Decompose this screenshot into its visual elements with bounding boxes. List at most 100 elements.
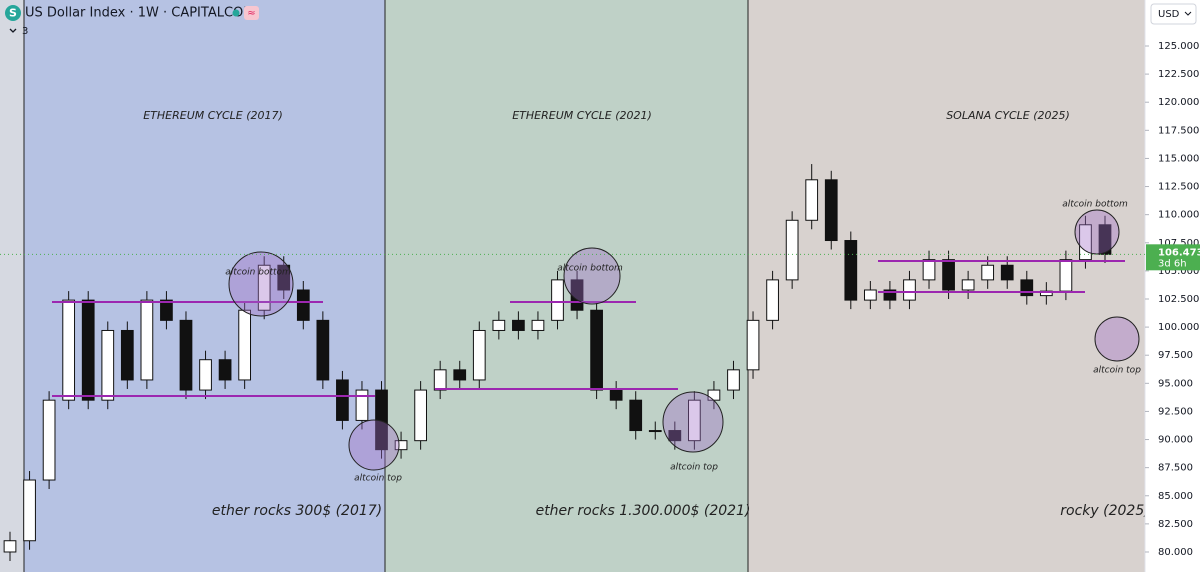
y-tick-label: 117.500 [1158,125,1199,136]
candle-body [238,309,252,381]
delay-icon: ≈ [247,8,255,19]
candle-body [1059,259,1073,292]
annotations: ETHEREUM CYCLE (2017) ETHEREUM CYCLE (202… [143,109,1149,519]
annotation: ETHEREUM CYCLE (2021) [512,109,652,122]
candle-body [844,240,858,301]
y-tick-label: 102.500 [1158,294,1199,305]
candle-body [512,319,525,331]
y-tick-label: 82.500 [1158,519,1193,530]
dropdown-arrow [1184,11,1192,16]
candle-body [668,430,682,442]
candle-body [42,399,56,481]
candle-body [903,279,916,301]
candle-body [629,399,643,432]
y-tick-label: 85.000 [1158,491,1193,502]
candle-body [688,399,701,442]
annotation: ether rocks 300$ (2017) [212,503,382,519]
y-tick-label: 120.000 [1158,97,1199,108]
price-axis [1145,0,1200,572]
y-tick-label: 105.000 [1158,266,1199,277]
annotation: ETHEREUM CYCLE (2017) [143,109,283,122]
candle-body [551,279,564,321]
candle-body [942,259,955,291]
y-tick-label: 90.000 [1158,435,1193,446]
candle-body [981,264,995,281]
candle-body [179,319,193,391]
candle-body [1020,279,1034,297]
candle-body [336,379,349,421]
annotation: altcoin top [670,463,718,473]
highlight-circle [1094,316,1140,362]
chart-title: US Dollar Index · 1W · CAPITALCOM [25,6,254,21]
y-tick-label: 107.500 [1158,238,1199,249]
highlight-circle [1074,209,1120,255]
candle-body [805,179,819,221]
y-tick-label: 110.000 [1158,210,1199,221]
candle-body [160,299,173,321]
drawn-levels [52,260,1125,397]
candle-body [727,369,740,391]
candle-body [1079,224,1092,261]
y-tick-label: 112.500 [1158,182,1199,193]
candle-body [316,319,330,381]
y-tick-label: 100.000 [1158,322,1199,333]
price-tag [1146,244,1200,271]
candle-body [277,264,291,291]
symbol-logo-letter: S [9,7,17,20]
candle-body [433,369,447,391]
annotation: altcoin top [354,474,402,484]
highlight-circles [228,209,1140,471]
highlight-circle [228,251,294,317]
candle-body [785,219,799,281]
y-tick-label: 87.500 [1158,463,1193,474]
cycle-2017-region [24,0,385,572]
candle-body [883,289,897,301]
candle-body [766,279,779,321]
symbol-logo [5,5,21,21]
highlight-circle [348,419,400,471]
y-tick-label: 97.500 [1158,350,1193,361]
delay-badge [244,6,259,20]
highlight-circle [662,391,724,453]
candle-body [609,389,623,401]
y-tick-label: 80.000 [1158,547,1193,558]
candle-body [218,359,232,381]
candle-body [961,279,975,291]
annotation: altcoin top [1093,366,1141,376]
candle-body [355,389,369,421]
highlight-circle [563,247,621,305]
candle-body [120,329,134,381]
candle-body [453,369,467,381]
y-tick-label: 125.000 [1158,41,1199,52]
indicator-count: 3 [22,26,28,37]
candle-body [414,389,427,442]
candle-body [648,430,662,433]
cycle-2021-region [385,0,748,572]
candle-body [531,319,545,331]
annotation: ether rocks 1.300.000$ (2021) [536,503,751,519]
candle-body [863,289,877,301]
candle-body [296,289,310,321]
annotation: altcoin bottom [225,268,291,278]
countdown: 3d 6h [1158,258,1187,269]
last-price: 106.473 [1158,247,1200,258]
currency-select[interactable] [1150,3,1197,25]
candle-body [257,264,271,311]
collapse-toggle[interactable] [9,28,17,33]
candle-body [472,329,486,381]
annotation: SOLANA CYCLE (2025) [946,109,1070,122]
candle-body [62,299,76,401]
candle-body [746,319,760,371]
candle-body [23,479,36,542]
candle-body [492,319,506,331]
left-region [0,0,24,572]
candle-body [3,540,17,553]
candle-body [824,179,838,242]
currency[interactable]: USD [1158,9,1180,20]
y-tick-label: 122.500 [1158,69,1199,80]
annotation: altcoin bottom [1062,200,1128,210]
annotation: rocky (2025) [1060,503,1149,519]
y-tick-label: 95.000 [1158,378,1193,389]
candle-body [922,259,936,281]
